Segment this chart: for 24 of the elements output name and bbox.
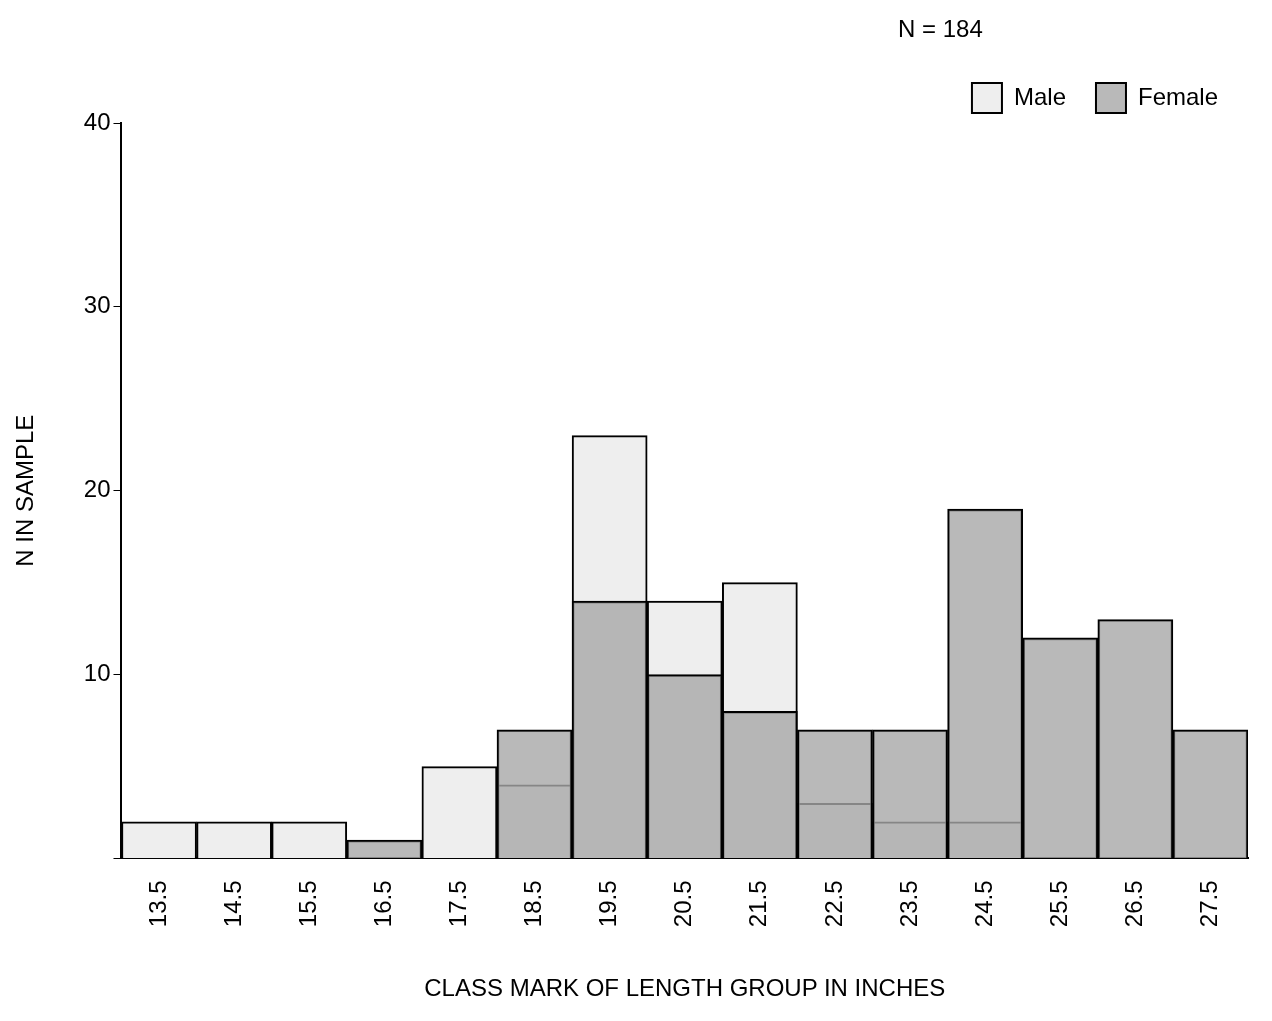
x-tick-label: 18.5 [519, 880, 547, 928]
y-tick-label: 40 [83, 107, 111, 135]
text: N = 184 [898, 14, 983, 42]
x-tick-label: 17.5 [444, 880, 472, 928]
x-tick-label: 16.5 [368, 880, 396, 928]
x-tick-label: 19.5 [594, 880, 622, 928]
x-tick-label: 23.5 [894, 880, 922, 928]
y-tick-label: 10 [83, 659, 111, 687]
y-tick-label: 30 [83, 291, 111, 319]
x-tick-label: 13.5 [143, 880, 171, 928]
x-tick-label: 14.5 [218, 880, 246, 928]
legend-label: Female [1137, 82, 1218, 110]
x-tick-label: 20.5 [669, 880, 697, 928]
legend-label: Male [1013, 82, 1066, 110]
x-tick-label: 24.5 [969, 880, 997, 928]
x-tick-label: 25.5 [1044, 880, 1072, 928]
x-tick-label: 27.5 [1195, 880, 1223, 928]
x-tick-label: 26.5 [1119, 880, 1147, 928]
x-axis-title: CLASS MARK OF LENGTH GROUP IN INCHES [424, 974, 946, 1002]
x-tick-label: 15.5 [293, 880, 321, 928]
y-tick-label: 20 [83, 475, 111, 503]
x-tick-label: 21.5 [744, 880, 772, 928]
x-tick-label: 22.5 [819, 880, 847, 928]
y-axis-title: N IN SAMPLE [11, 414, 39, 567]
